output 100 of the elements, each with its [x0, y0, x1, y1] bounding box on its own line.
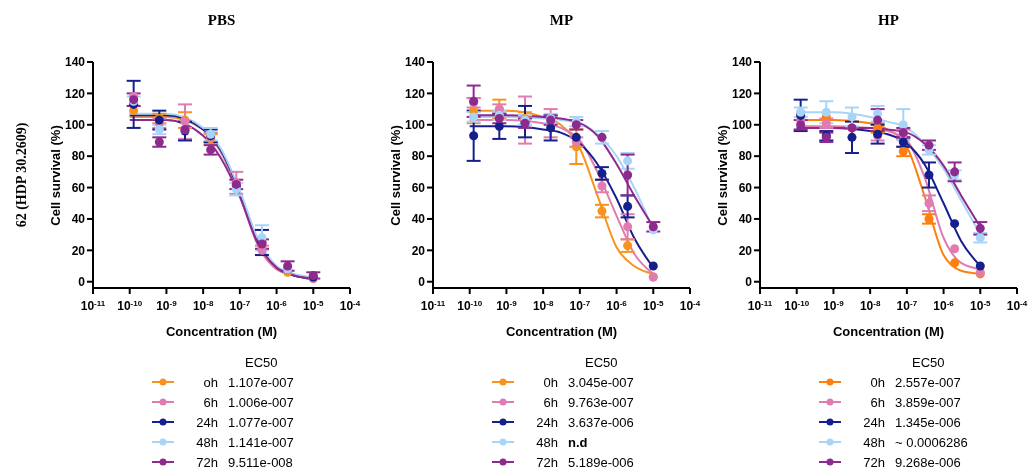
point	[597, 168, 607, 178]
x-tick-label: 10$^{-5}$	[970, 298, 992, 313]
legend-label: 24h	[862, 414, 885, 430]
text: n.d	[568, 434, 588, 450]
point	[494, 113, 504, 124]
point	[494, 121, 504, 131]
legend-label: 72h	[535, 454, 558, 470]
x-tick-label: 10$^{-11}$	[747, 298, 773, 313]
legend-label: 72h	[195, 454, 218, 470]
x-tick-label: 10$^{-9}$	[156, 298, 178, 313]
y-tick-label: 140	[731, 55, 753, 70]
legend-label: 0h	[869, 374, 885, 390]
x-tick-label: 10$^{-6}$	[266, 298, 288, 313]
point	[924, 140, 934, 150]
point	[623, 201, 633, 211]
x-tick-label: 10$^{-9}$	[823, 298, 845, 313]
legend-label: oh	[202, 374, 218, 390]
legend-label: 48h	[862, 434, 885, 450]
text: 2.557e-007	[895, 374, 961, 390]
x-tick-label: 10$^{-10}$	[457, 298, 483, 313]
legend-label: 6h	[869, 394, 885, 410]
legend-label: 48h	[195, 434, 218, 450]
y-tick-label: 60	[71, 180, 86, 195]
x-tick-label: 10$^{-9}$	[496, 298, 518, 313]
chart-title: HP	[877, 12, 900, 29]
y-tick-label: 40	[738, 212, 753, 227]
y-tick-label: 80	[71, 149, 86, 164]
point	[154, 124, 164, 134]
point	[975, 223, 985, 233]
text: 1.107e-007	[228, 374, 294, 390]
point	[950, 219, 960, 229]
point	[898, 120, 908, 130]
point	[469, 112, 479, 122]
y-tick-label: 140	[404, 55, 426, 70]
y-tick-label: 20	[71, 243, 86, 258]
point	[950, 258, 960, 268]
x-tick-label: 10$^{-5}$	[303, 298, 325, 313]
legend-title: EC50	[585, 355, 619, 370]
text: 9.268e-006	[895, 454, 961, 470]
y-axis-title: Cell survival (%)	[387, 125, 403, 226]
legend-label: 72h	[862, 454, 885, 470]
point	[469, 131, 479, 141]
text: 1.006e-007	[228, 394, 294, 410]
point	[623, 156, 633, 166]
x-axis-title: Concentration (M)	[165, 324, 278, 339]
text: 1.141e-007	[228, 434, 294, 450]
chart-title: PBS	[206, 12, 237, 29]
point	[623, 222, 633, 232]
point	[898, 146, 908, 156]
point	[950, 244, 960, 254]
legend-label: 6h	[542, 394, 558, 410]
y-tick-label: 80	[738, 149, 753, 164]
x-tick-label: 10$^{-5}$	[643, 298, 665, 313]
y-tick-label: 120	[731, 86, 753, 101]
y-tick-label: 0	[78, 274, 86, 289]
point	[847, 132, 857, 142]
point	[597, 206, 607, 216]
legend-title: EC50	[245, 355, 279, 370]
x-tick-label: 10$^{-10}$	[784, 298, 810, 313]
legend-title: EC50	[912, 355, 946, 370]
point	[821, 107, 831, 117]
point	[873, 115, 883, 125]
y-tick-label: 0	[745, 274, 753, 289]
x-tick-label: 10$^{-8}$	[532, 298, 554, 313]
legend-label: 0h	[542, 374, 558, 390]
x-axis-title: Concentration (M)	[505, 324, 618, 339]
y-axis-title: Cell survival (%)	[714, 125, 730, 226]
point	[924, 170, 934, 180]
y-tick-label: 120	[404, 86, 426, 101]
x-tick-label: 10$^{-8}$	[192, 298, 214, 313]
y-tick-label: 80	[411, 149, 426, 164]
text: 62 (HDP 30.2609)	[14, 122, 30, 228]
text: 3.637e-006	[568, 414, 634, 430]
point	[597, 181, 607, 191]
text: ~ 0.0006286	[895, 434, 968, 450]
x-tick-label: 10$^{-11}$	[80, 298, 106, 313]
legend-label: 24h	[535, 414, 558, 430]
y-tick-label: 40	[71, 212, 86, 227]
y-tick-label: 20	[411, 243, 426, 258]
point	[975, 233, 985, 243]
y-tick-label: 100	[404, 118, 426, 133]
y-axis-title: Cell survival (%)	[47, 125, 63, 226]
point	[571, 132, 581, 142]
y-tick-label: 100	[64, 118, 86, 133]
text: 1.345e-006	[895, 414, 961, 430]
point	[546, 123, 556, 133]
x-tick-label: 10$^{-7}$	[896, 298, 918, 313]
text: 3.859e-007	[895, 394, 961, 410]
point	[648, 261, 658, 271]
y-tick-label: 40	[411, 212, 426, 227]
legend-label: 6h	[202, 394, 218, 410]
x-tick-label: 10$^{-4}$	[1006, 298, 1028, 313]
x-tick-label: 10$^{-4}$	[339, 298, 361, 313]
point	[975, 261, 985, 271]
point	[847, 112, 857, 122]
x-tick-label: 10$^{-11}$	[420, 298, 446, 313]
y-tick-label: 60	[738, 180, 753, 195]
y-tick-label: 60	[411, 180, 426, 195]
point	[924, 214, 934, 224]
x-tick-label: 10$^{-7}$	[569, 298, 591, 313]
